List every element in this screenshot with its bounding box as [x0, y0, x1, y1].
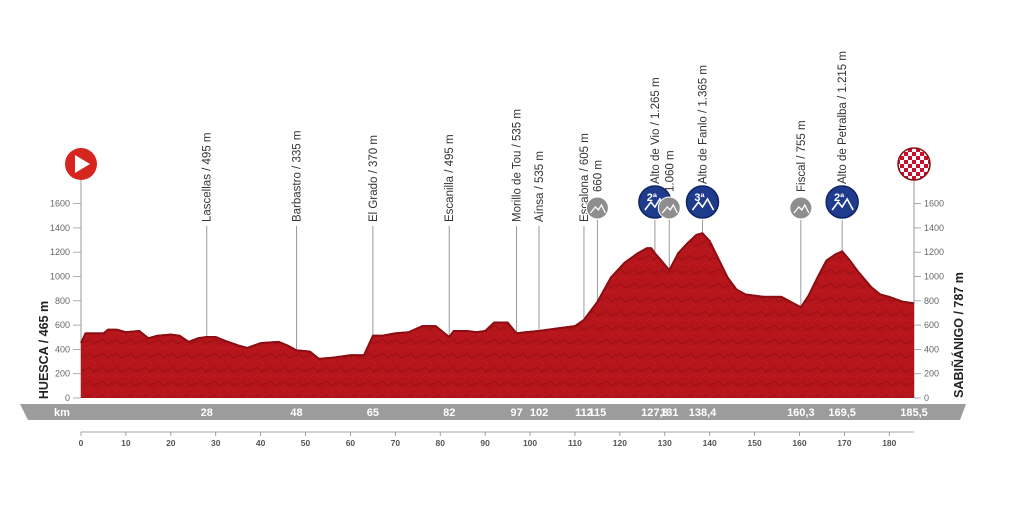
- km-band-label: km: [54, 407, 70, 419]
- category-label: 3ª: [694, 192, 705, 204]
- x-tick-label: 30: [211, 438, 221, 448]
- mountain-icon: [691, 197, 715, 211]
- waypoint-label: Fiscal / 755 m: [796, 120, 808, 192]
- y-tick-right: 0: [924, 393, 929, 403]
- x-tick-label: 100: [523, 438, 537, 448]
- km-value: 102: [530, 407, 548, 419]
- y-tick-right: 1200: [924, 247, 944, 257]
- y-tick-left: 800: [55, 296, 70, 306]
- y-tick-right: 600: [924, 320, 939, 330]
- y-tick-left: 400: [55, 344, 70, 354]
- waypoint-label: Alto de Petralba / 1.215 m: [837, 51, 849, 184]
- km-value: 97: [510, 407, 522, 419]
- km-value: 82: [443, 407, 455, 419]
- waypoint-label: Lascellas / 495 m: [202, 133, 214, 223]
- y-tick-left: 1400: [50, 223, 70, 233]
- km-value: 115: [589, 407, 607, 419]
- y-tick-left: 1200: [50, 247, 70, 257]
- x-tick-label: 80: [436, 438, 446, 448]
- category-label: 2ª: [647, 192, 658, 204]
- finish-label: SABIÑÁNIGO / 787 m: [951, 272, 966, 398]
- waypoint-label: Morillo de Tou / 535 m: [512, 109, 524, 222]
- climb-badge: [657, 196, 681, 220]
- waypoint-label: Escalona / 605 m: [579, 133, 591, 222]
- waypoint-labels: Lascellas / 495 m Barbastro / 335 m El Gra…: [202, 51, 849, 222]
- hill-icon: [793, 203, 810, 214]
- y-tick-left: 600: [55, 320, 70, 330]
- category-label: 2ª: [834, 192, 845, 204]
- km-value: 160,3: [787, 407, 815, 419]
- x-axis: 0 10 20 30 40 50 60 70 80 90 100 110 120 130 140 150 160…: [79, 431, 914, 448]
- waypoint-label: Alto de Fanlo / 1.365 m: [697, 65, 709, 184]
- waypoint-label: 660 m: [592, 160, 604, 192]
- start-marker: [65, 148, 97, 340]
- waypoint-label: 1.060 m: [664, 150, 676, 192]
- hill-icon: [589, 203, 606, 214]
- x-tick-label: 70: [391, 438, 401, 448]
- hill-icon: [661, 203, 678, 214]
- km-value: 185,5: [900, 407, 928, 419]
- y-axis-right: 0 200 400 600 800 1000 1200 1400 1600: [913, 190, 944, 403]
- x-tick-label: 10: [121, 438, 131, 448]
- mountain-icon: [831, 197, 854, 211]
- km-value: 169,5: [828, 407, 856, 419]
- waypoint-label: Escanilla / 495 m: [444, 134, 456, 222]
- x-tick-label: 50: [301, 438, 311, 448]
- km-value: 65: [367, 407, 379, 419]
- x-tick-label: 0: [79, 438, 84, 448]
- climb-badges: 2ª 3ª 2ª: [585, 185, 859, 220]
- km-value: 28: [201, 407, 213, 419]
- x-tick-label: 60: [346, 438, 356, 448]
- x-tick-label: 160: [792, 438, 806, 448]
- waypoint-label: Aínsa / 535 m: [534, 151, 546, 222]
- y-tick-right: 200: [924, 369, 939, 379]
- y-tick-left: 1600: [50, 199, 70, 209]
- y-tick-right: 1000: [924, 272, 944, 282]
- x-tick-label: 180: [882, 438, 896, 448]
- y-axis-left: 0 200 400 600 800 1000 1200 1400 1600: [50, 190, 82, 403]
- climb-badge: [789, 196, 813, 220]
- x-tick-label: 130: [658, 438, 672, 448]
- category-badge: [825, 185, 859, 219]
- y-tick-left: 200: [55, 369, 70, 379]
- x-tick-label: 110: [568, 438, 582, 448]
- x-tick-label: 150: [747, 438, 761, 448]
- finish-marker: [897, 147, 931, 300]
- waypoint-label: Barbastro / 335 m: [292, 131, 304, 222]
- x-tick-label: 20: [166, 438, 176, 448]
- climb-badge: [585, 196, 609, 220]
- x-tick-label: 40: [256, 438, 266, 448]
- km-value: 131: [660, 407, 678, 419]
- km-value: 48: [290, 407, 302, 419]
- x-tick-label: 120: [613, 438, 627, 448]
- y-tick-right: 800: [924, 296, 939, 306]
- y-tick-right: 400: [924, 344, 939, 354]
- y-tick-right: 1400: [924, 223, 944, 233]
- y-tick-left: 1000: [50, 272, 70, 282]
- km-value: 127,8: [641, 407, 669, 419]
- elevation-profile-ridge: [80, 232, 915, 360]
- elevation-profile-texture: [81, 232, 914, 398]
- y-tick-right: 1600: [924, 199, 944, 209]
- play-icon: [75, 155, 90, 173]
- km-value: 112: [575, 407, 593, 419]
- y-tick-left: 0: [65, 393, 70, 403]
- x-tick-label: 140: [703, 438, 717, 448]
- x-tick-label: 170: [837, 438, 851, 448]
- km-band: [20, 404, 966, 420]
- km-value: 138,4: [689, 407, 717, 419]
- waypoint-label: El Grado / 370 m: [368, 135, 380, 222]
- waypoint-label: Alto de Vio / 1.265 m: [650, 77, 662, 184]
- x-tick-label: 90: [480, 438, 490, 448]
- category-badge: [685, 185, 720, 219]
- start-label: HUESCA / 465 m: [37, 301, 51, 399]
